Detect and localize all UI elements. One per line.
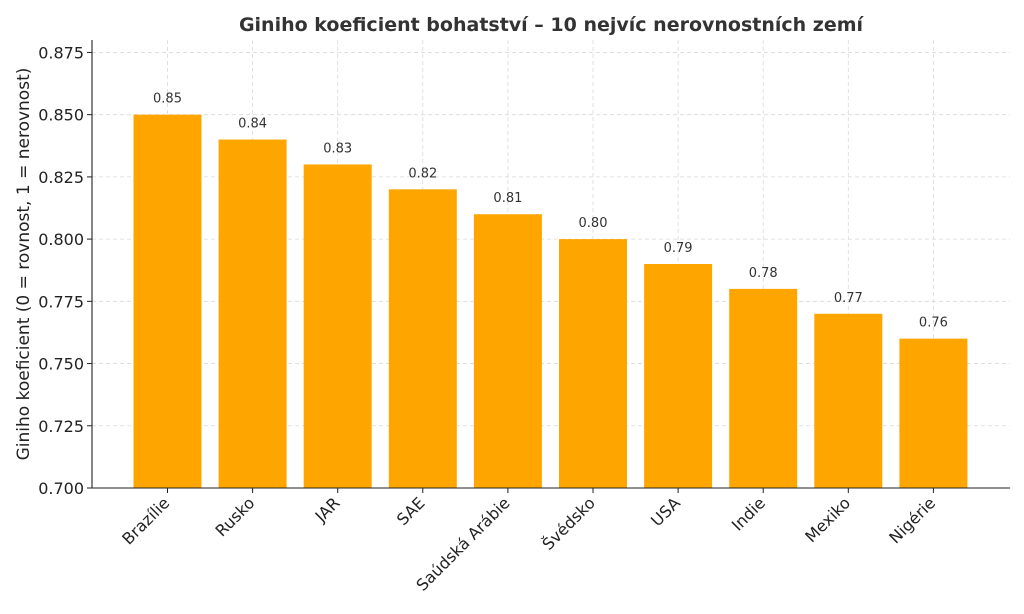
bar — [729, 288, 798, 488]
y-tick-label: 0.700 — [38, 479, 84, 498]
data-label: 0.76 — [919, 316, 948, 331]
y-tick-label: 0.850 — [38, 106, 84, 125]
bar — [814, 313, 883, 488]
y-tick-label: 0.800 — [38, 230, 84, 249]
x-tick-label: Švédsko — [538, 493, 598, 553]
y-tick-label: 0.825 — [38, 168, 84, 187]
x-tick-label: Saúdská Arábie — [412, 493, 513, 594]
y-tick-label: 0.725 — [38, 417, 84, 436]
x-tick-label: Indie — [728, 493, 769, 534]
bar — [899, 338, 968, 488]
bars — [133, 114, 968, 489]
x-tick-label: Mexiko — [801, 493, 854, 546]
x-tick-label: SAE — [393, 493, 429, 529]
bar — [559, 239, 627, 488]
data-label: 0.79 — [664, 241, 693, 256]
data-label: 0.77 — [834, 291, 863, 306]
x-tick-label: JAR — [311, 493, 344, 526]
data-label: 0.80 — [579, 216, 608, 231]
data-label: 0.85 — [153, 92, 182, 107]
y-axis-label: Giniho koeficient (0 = rovnost, 1 = nero… — [14, 68, 34, 461]
bar — [473, 214, 542, 488]
bar — [303, 164, 372, 488]
y-ticks: 0.700 0.725 0.750 0.775 0.800 0.825 0.850 0.875 — [38, 43, 92, 498]
data-labels: 0.85 0.84 0.83 0.82 0.81 0.80 0.79 0.78 0.77 0.76 — [153, 92, 948, 331]
data-label: 0.82 — [408, 166, 437, 181]
bar — [133, 114, 202, 489]
data-label: 0.81 — [493, 191, 522, 206]
chart-title: Giniho koeficient bohatství – 10 nejvíc … — [239, 14, 865, 36]
data-label: 0.83 — [323, 141, 352, 156]
x-tick-label: Nigérie — [885, 493, 939, 547]
x-tick-label: Rusko — [212, 493, 259, 540]
bar — [388, 189, 457, 489]
y-tick-label: 0.775 — [38, 292, 84, 311]
bar — [644, 264, 713, 488]
y-tick-label: 0.875 — [38, 43, 84, 62]
y-tick-label: 0.750 — [38, 355, 84, 374]
data-label: 0.78 — [749, 266, 778, 281]
data-label: 0.84 — [238, 117, 267, 132]
x-tick-label: Brazílie — [118, 493, 173, 548]
x-tick-label: USA — [647, 493, 684, 530]
bar — [218, 139, 287, 489]
